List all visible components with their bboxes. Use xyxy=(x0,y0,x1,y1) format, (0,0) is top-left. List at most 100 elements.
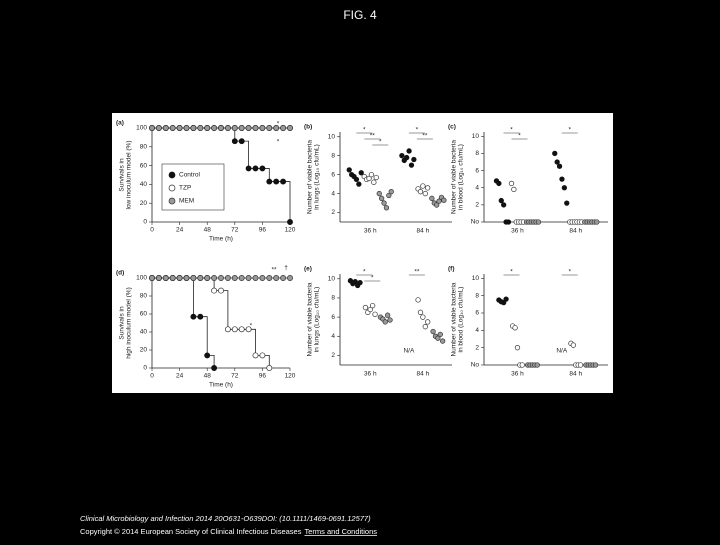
significance-mark: * xyxy=(416,127,419,134)
significance-mark: ** xyxy=(271,267,277,274)
survival-point xyxy=(231,275,238,281)
panel-label: (e) xyxy=(304,266,312,273)
survival-point xyxy=(273,178,280,185)
survival-point xyxy=(238,138,245,145)
y-tick-label: 10 xyxy=(328,276,336,283)
x-tick-label: 24 xyxy=(176,227,184,234)
data-point xyxy=(382,319,388,325)
survival-point xyxy=(231,326,238,333)
y-tick-label: 100 xyxy=(136,125,147,132)
legend-marker xyxy=(168,184,176,192)
data-point xyxy=(534,362,540,368)
survival-point xyxy=(245,125,252,131)
y-tick-label: 60 xyxy=(140,162,148,169)
data-point xyxy=(437,331,443,337)
survival-point xyxy=(273,125,280,131)
panel-label: (c) xyxy=(448,124,456,131)
data-point xyxy=(554,159,560,165)
y-tick-label: 10 xyxy=(328,133,336,140)
y-tick-label: 100 xyxy=(136,275,147,282)
data-point xyxy=(357,279,363,286)
y-tick-label: 4 xyxy=(475,184,479,191)
survival-point xyxy=(259,275,266,281)
data-point xyxy=(422,324,428,330)
y-tick-label: 60 xyxy=(140,311,148,318)
x-tick-label: 0 xyxy=(150,373,154,380)
data-point xyxy=(535,219,542,225)
survival-point xyxy=(162,275,169,281)
y-tick-label: 6 xyxy=(475,167,479,174)
y-tick-label: 0 xyxy=(143,219,147,226)
survival-point xyxy=(183,125,190,131)
data-point xyxy=(367,306,373,313)
terms-link[interactable]: Terms and Conditions xyxy=(304,527,377,536)
data-point xyxy=(561,185,568,191)
data-point xyxy=(411,156,417,163)
y-tick-label: 80 xyxy=(140,293,148,300)
data-point xyxy=(384,312,391,318)
data-point xyxy=(422,190,428,197)
data-point xyxy=(387,317,393,323)
data-point xyxy=(511,186,517,193)
survival-point xyxy=(190,125,197,131)
y-tick-label: 6 xyxy=(331,171,335,178)
y-tick-label: No xyxy=(471,362,480,369)
survival-point xyxy=(169,275,176,281)
survival-point xyxy=(197,313,204,320)
data-point xyxy=(378,195,385,201)
data-point xyxy=(501,202,507,208)
data-point xyxy=(404,154,410,161)
survival-point xyxy=(287,125,293,131)
significance-mark: * xyxy=(371,275,374,282)
data-point xyxy=(498,197,504,204)
survival-point xyxy=(280,178,287,185)
y-tick-label: 20 xyxy=(140,200,148,207)
data-point xyxy=(372,311,378,317)
data-point xyxy=(362,304,369,311)
survival-point xyxy=(287,219,293,225)
data-point xyxy=(594,219,600,225)
data-point xyxy=(371,179,377,185)
significance-mark: * xyxy=(363,269,366,276)
y-axis-label: Number of viable bacteria xyxy=(307,282,314,356)
survival-point xyxy=(218,275,224,281)
survival-point xyxy=(224,275,231,281)
survival-point xyxy=(197,125,204,131)
data-point xyxy=(552,150,558,157)
y-axis-label: high inoculum model (%) xyxy=(126,287,133,359)
survival-point xyxy=(218,125,224,131)
x-axis-label: Time (h) xyxy=(209,236,233,243)
survival-point xyxy=(259,125,266,131)
data-point xyxy=(508,180,515,187)
y-tick-label: No xyxy=(471,219,480,226)
data-point xyxy=(383,205,390,211)
y-tick-label: 2 xyxy=(475,202,479,209)
data-point xyxy=(408,162,415,168)
data-point xyxy=(519,362,525,368)
y-axis-label: in blood (Log₁₀ cfu/mL) xyxy=(458,144,465,210)
data-point xyxy=(436,198,442,204)
panel-label: (d) xyxy=(116,270,124,277)
y-tick-label: 4 xyxy=(475,327,479,334)
y-axis-label: Number of viable bacteria xyxy=(307,140,314,214)
data-point xyxy=(496,180,502,187)
data-point xyxy=(435,335,441,341)
x-tick-label: 120 xyxy=(285,373,296,380)
survival-point xyxy=(218,287,224,294)
data-point xyxy=(503,296,509,302)
x-tick-label: 84 h xyxy=(417,371,430,378)
significance-mark: * xyxy=(510,127,513,134)
survival-point xyxy=(176,275,183,281)
data-point xyxy=(514,345,521,351)
panel-label: (b) xyxy=(304,124,312,131)
data-point xyxy=(417,189,424,195)
data-point xyxy=(358,170,364,176)
survival-point xyxy=(155,275,162,281)
panel-label: (a) xyxy=(116,120,124,127)
data-point xyxy=(570,342,577,348)
x-tick-label: 120 xyxy=(285,227,296,234)
survival-point xyxy=(259,352,266,359)
survival-point xyxy=(238,125,245,131)
data-point xyxy=(420,183,426,189)
